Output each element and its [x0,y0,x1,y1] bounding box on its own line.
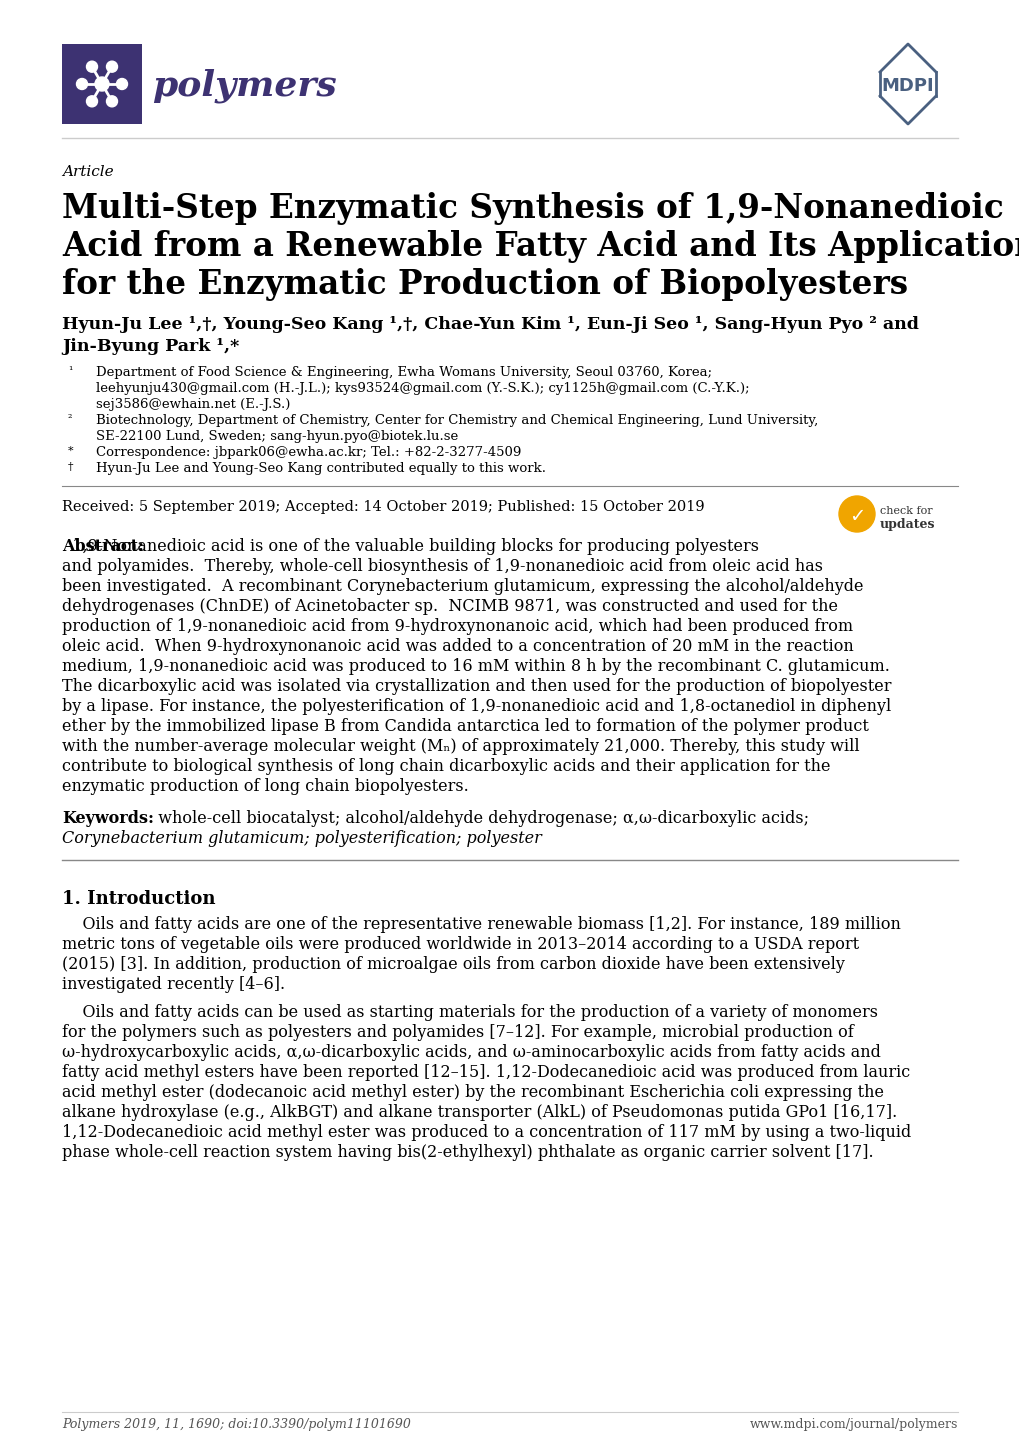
Text: contribute to biological synthesis of long chain dicarboxylic acids and their ap: contribute to biological synthesis of lo… [62,758,829,774]
Text: Correspondence: jbpark06@ewha.ac.kr; Tel.: +82-2-3277-4509: Correspondence: jbpark06@ewha.ac.kr; Tel… [96,446,521,459]
Text: alkane hydroxylase (e.g., AlkBGT) and alkane transporter (AlkL) of ‪Pseudomonas : alkane hydroxylase (e.g., AlkBGT) and al… [62,1105,897,1120]
Circle shape [76,78,88,89]
Circle shape [87,95,98,107]
Text: ω-hydroxycarboxylic acids, α,ω-dicarboxylic acids, and ω-aminocarboxylic acids f: ω-hydroxycarboxylic acids, α,ω-dicarboxy… [62,1044,880,1061]
Text: ether by the immobilized lipase B from ‪Candida antarctica‬ led to formation of : ether by the immobilized lipase B from ‪… [62,718,868,735]
Text: updates: updates [879,518,934,531]
Text: 1,12-Dodecanedioic acid methyl ester was produced to a concentration of 117 mM b: 1,12-Dodecanedioic acid methyl ester was… [62,1123,910,1141]
Text: Polymers 2019, 11, 1690; doi:10.3390/polym11101690: Polymers 2019, 11, 1690; doi:10.3390/pol… [62,1417,411,1430]
Text: (2015) [3]. In addition, production of microalgae oils from carbon dioxide have : (2015) [3]. In addition, production of m… [62,956,844,973]
Text: investigated recently [4–6].: investigated recently [4–6]. [62,976,285,994]
Text: ‪Corynebacterium glutamicum‬; polyesterification; polyester: ‪Corynebacterium glutamicum‬; polyesteri… [62,831,541,846]
Text: dehydrogenases (ChnDE) of ‪Acinetobacter‬ sp.  NCIMB 9871, was constructed and u: dehydrogenases (ChnDE) of ‪Acinetobacter… [62,598,838,614]
Text: fatty acid methyl esters have been reported [12–15]. 1,12-Dodecanedioic acid was: fatty acid methyl esters have been repor… [62,1064,909,1082]
Text: Abstract:: Abstract: [62,538,144,555]
Text: SE-22100 Lund, Sweden; sang-hyun.pyo@biotek.lu.se: SE-22100 Lund, Sweden; sang-hyun.pyo@bio… [96,430,458,443]
Text: metric tons of vegetable oils were produced worldwide in 2013–2014 according to : metric tons of vegetable oils were produ… [62,936,858,953]
Text: Department of Food Science & Engineering, Ewha Womans University, Seoul 03760, K: Department of Food Science & Engineering… [96,366,711,379]
Text: and polyamides.  Thereby, whole-cell biosynthesis of 1,9-nonanedioic acid from o: and polyamides. Thereby, whole-cell bios… [62,558,822,575]
Text: Keywords:: Keywords: [62,810,154,828]
Text: Oils and fatty acids are one of the representative renewable biomass [1,2]. For : Oils and fatty acids are one of the repr… [62,916,900,933]
Text: www.mdpi.com/journal/polymers: www.mdpi.com/journal/polymers [749,1417,957,1430]
Text: with the number-average molecular weight (Mₙ) of approximately 21,000. Thereby, : with the number-average molecular weight… [62,738,859,756]
Text: leehyunju430@gmail.com (H.-J.L.); kys93524@gmail.com (Y.-S.K.); cy1125h@gmail.co: leehyunju430@gmail.com (H.-J.L.); kys935… [96,382,749,395]
Circle shape [95,76,109,91]
Text: whole-cell biocatalyst; alcohol/aldehyde dehydrogenase; α,ω-dicarboxylic acids;: whole-cell biocatalyst; alcohol/aldehyde… [148,810,808,828]
Text: by a lipase. For instance, the polyesterification of 1,9-nonanedioic acid and 1,: by a lipase. For instance, the polyester… [62,698,891,715]
Text: 1,9-Nonanedioic acid is one of the valuable building blocks for producing polyes: 1,9-Nonanedioic acid is one of the valua… [62,538,758,555]
FancyBboxPatch shape [62,45,142,124]
Text: enzymatic production of long chain biopolyesters.: enzymatic production of long chain biopo… [62,779,469,795]
Text: ✓: ✓ [848,506,864,525]
Circle shape [106,95,117,107]
Circle shape [839,496,874,532]
Text: Hyun-Ju Lee ¹,†, Young-Seo Kang ¹,†, Chae-Yun Kim ¹, Eun-Ji Seo ¹, Sang-Hyun Pyo: Hyun-Ju Lee ¹,†, Young-Seo Kang ¹,†, Cha… [62,316,918,333]
Text: Hyun-Ju Lee and Young-Seo Kang contributed equally to this work.: Hyun-Ju Lee and Young-Seo Kang contribut… [96,461,545,474]
Text: acid methyl ester (dodecanoic acid methyl ester) by the recombinant ‪Escherichia: acid methyl ester (dodecanoic acid methy… [62,1084,883,1102]
Text: Oils and fatty acids can be used as starting materials for the production of a v: Oils and fatty acids can be used as star… [62,1004,877,1021]
Text: ¹: ¹ [68,366,72,376]
Text: medium, 1,9-nonanedioic acid was produced to 16 mM within 8 h by the recombinant: medium, 1,9-nonanedioic acid was produce… [62,658,889,675]
Text: phase whole-cell reaction system having bis(2-ethylhexyl) phthalate as organic c: phase whole-cell reaction system having … [62,1144,872,1161]
Text: Received: 5 September 2019; Accepted: 14 October 2019; Published: 15 October 201: Received: 5 September 2019; Accepted: 14… [62,500,704,513]
Text: for the Enzymatic Production of Biopolyesters: for the Enzymatic Production of Biopolye… [62,268,907,301]
Circle shape [106,61,117,72]
Text: *: * [68,446,73,456]
Text: Biotechnology, Department of Chemistry, Center for Chemistry and Chemical Engine: Biotechnology, Department of Chemistry, … [96,414,817,427]
Text: MDPI: MDPI [880,76,933,95]
Text: check for: check for [879,506,931,516]
Text: Jin-Byung Park ¹,*: Jin-Byung Park ¹,* [62,337,239,355]
Text: sej3586@ewhain.net (E.-J.S.): sej3586@ewhain.net (E.-J.S.) [96,398,290,411]
Text: Multi-Step Enzymatic Synthesis of 1,9-Nonanedioic: Multi-Step Enzymatic Synthesis of 1,9-No… [62,192,1003,225]
Text: for the polymers such as polyesters and polyamides [7–12]. For example, microbia: for the polymers such as polyesters and … [62,1024,853,1041]
Circle shape [116,78,127,89]
Text: ²: ² [68,414,72,424]
Text: production of 1,9-nonanedioic acid from 9-hydroxynonanoic acid, which had been p: production of 1,9-nonanedioic acid from … [62,619,852,634]
Text: †: † [68,461,73,472]
Text: been investigated.  A recombinant ‪Cory​nebacterium glutamicum‬, expressing the : been investigated. A recombinant ‪Cory​n… [62,578,863,596]
Text: The dicarboxylic acid was isolated via crystallization and then used for the pro: The dicarboxylic acid was isolated via c… [62,678,891,695]
Text: polymers: polymers [152,69,336,104]
Text: Acid from a Renewable Fatty Acid and Its Application: Acid from a Renewable Fatty Acid and Its… [62,231,1019,262]
Circle shape [87,61,98,72]
Text: 1. Introduction: 1. Introduction [62,890,215,908]
Text: oleic acid.  When 9-hydroxynonanoic acid was added to a concentration of 20 mM i: oleic acid. When 9-hydroxynonanoic acid … [62,637,853,655]
Text: Article: Article [62,164,113,179]
